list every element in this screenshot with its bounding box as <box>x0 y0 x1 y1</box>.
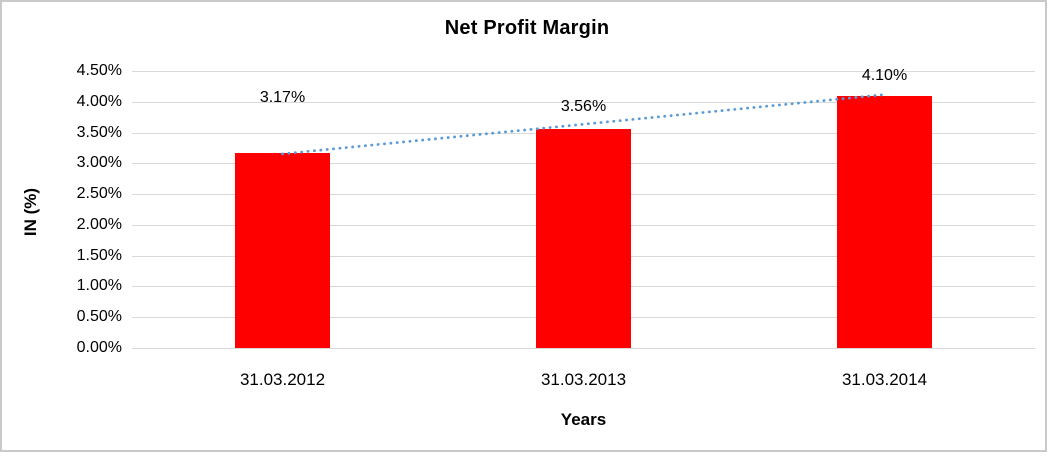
gridline <box>132 348 1035 349</box>
bar <box>536 128 631 348</box>
y-tick-label: 3.00% <box>76 154 122 172</box>
y-tick-label: 3.50% <box>76 123 122 141</box>
data-label: 3.17% <box>259 88 306 106</box>
y-tick-label: 4.00% <box>76 92 122 110</box>
gridline <box>132 71 1035 72</box>
y-tick-label: 2.00% <box>76 215 122 233</box>
data-label: 4.10% <box>861 66 908 84</box>
data-label: 3.56% <box>560 97 607 115</box>
y-tick-label: 2.50% <box>76 185 122 203</box>
y-tick-label: 0.00% <box>76 339 122 356</box>
x-tick-label: 31.03.2013 <box>540 370 627 389</box>
chart-title: Net Profit Margin <box>444 17 610 39</box>
x-axis-title: Years <box>560 410 607 429</box>
y-tick-label: 4.50% <box>76 62 122 79</box>
y-tick-label: 0.50% <box>76 308 122 326</box>
y-tick-label: 1.00% <box>76 277 122 295</box>
x-tick-label: 31.03.2012 <box>239 370 326 389</box>
y-tick-label: 1.50% <box>76 246 122 264</box>
bar <box>235 152 330 348</box>
bar <box>837 95 932 348</box>
x-tick-label: 31.03.2014 <box>841 370 928 389</box>
